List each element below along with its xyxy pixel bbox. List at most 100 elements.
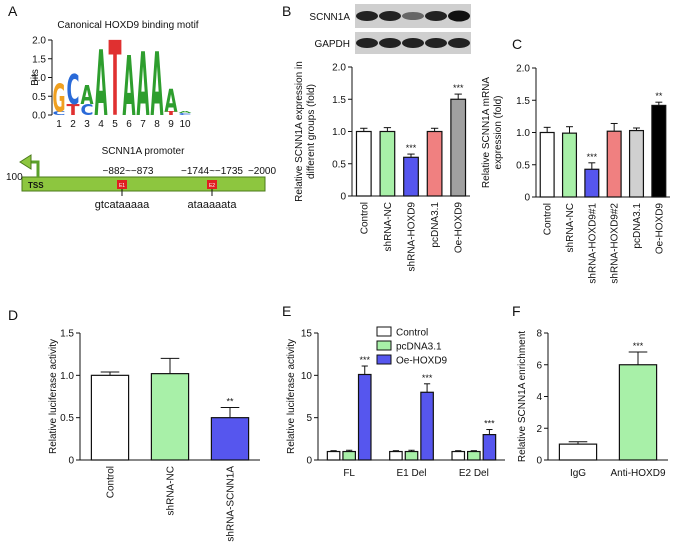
y-tick-label: 15 xyxy=(301,329,313,340)
y-tick-label: 1.5 xyxy=(332,95,346,106)
legend-label: pcDNA3.1 xyxy=(396,342,442,353)
x-tick-label: Control xyxy=(106,466,117,498)
y-tick-label: 0.0 xyxy=(32,111,46,122)
y-tick-label: 1.0 xyxy=(332,127,346,138)
bar xyxy=(403,156,419,197)
x-tick-label: 9 xyxy=(168,119,174,130)
y-tick-label: 0.5 xyxy=(332,159,346,170)
y-axis-label: expression (fold) xyxy=(493,96,504,170)
y-tick-label: 0 xyxy=(536,456,542,467)
y-axis-label: Relative luciferase activity xyxy=(48,339,59,454)
x-tick-label: shRNA-HOXD9 xyxy=(407,202,418,272)
logo-letter: A xyxy=(165,84,178,120)
y-axis-label: Bits xyxy=(30,69,41,86)
site-box-label: E1 xyxy=(119,183,125,189)
panel-label: C xyxy=(512,36,522,52)
x-tick-label: shRNA-NC xyxy=(565,203,576,252)
bar xyxy=(618,364,658,461)
bar xyxy=(357,373,372,461)
y-axis-label: Relative SCNN1A enrichment xyxy=(517,331,528,462)
significance: *** xyxy=(453,83,464,93)
bar xyxy=(389,450,403,461)
x-tick-label: shRNA-NC xyxy=(383,202,394,251)
logo-letter: A xyxy=(179,111,192,114)
promoter-bar xyxy=(21,176,266,192)
y-axis-label: Relative SCNN1A mRNA xyxy=(481,77,492,188)
site-range: −882~−873 xyxy=(103,166,154,177)
y-tick-label: 2 xyxy=(536,424,542,435)
logo-letter: C xyxy=(67,66,80,114)
bar xyxy=(558,443,598,461)
bar xyxy=(561,132,578,198)
blot-band xyxy=(448,38,470,48)
tss-arrow-head xyxy=(19,154,32,170)
y-tick-label: 2.0 xyxy=(332,63,346,74)
blot-band xyxy=(402,12,424,20)
x-tick-label: 1 xyxy=(56,119,62,130)
y-tick-label: 0 xyxy=(306,456,312,467)
x-tick-label: shRNA-SCNN1A xyxy=(226,466,237,542)
x-tick-label: E2 Del xyxy=(459,468,489,479)
legend-label: Control xyxy=(396,328,428,339)
bar xyxy=(355,130,372,197)
logo-letter: C xyxy=(179,113,192,116)
x-tick-label: E1 Del xyxy=(396,468,426,479)
bar xyxy=(482,434,497,461)
bar xyxy=(326,450,341,461)
bar xyxy=(404,450,419,461)
x-tick-label: 7 xyxy=(140,119,146,130)
y-tick-label: 4 xyxy=(536,392,542,403)
x-tick-label: Anti-HOXD9 xyxy=(610,468,665,479)
legend-label: Oe-HOXD9 xyxy=(396,356,448,367)
y-axis-label: Relative luciferase activity xyxy=(286,339,297,454)
logo-letter: A xyxy=(137,34,150,136)
x-tick-label: 8 xyxy=(154,119,160,130)
bar xyxy=(210,417,250,461)
y-tick-label: 1.0 xyxy=(60,371,74,382)
bar xyxy=(90,374,130,461)
site-range: −1744~−1735 xyxy=(181,166,243,177)
blot-band xyxy=(425,38,447,48)
x-tick-label: shRNA-HOXD9#1 xyxy=(587,203,598,284)
promoter-diagram: SCNN1A promoter 100 TSS −882~−873 −1744~… xyxy=(6,146,276,211)
bar xyxy=(467,450,481,461)
bar xyxy=(584,168,600,198)
site-box xyxy=(207,180,217,189)
promoter-start: 100 xyxy=(6,172,23,183)
logo-letter: A xyxy=(95,34,108,138)
bar xyxy=(606,130,622,198)
significance: *** xyxy=(406,143,417,153)
y-tick-label: 1.5 xyxy=(32,54,46,65)
significance: *** xyxy=(633,341,644,351)
significance: *** xyxy=(422,373,433,383)
y-tick-label: 1.0 xyxy=(32,73,46,84)
y-tick-label: 0 xyxy=(340,192,346,203)
x-tick-label: shRNA-NC xyxy=(166,466,177,515)
y-tick-label: 1.5 xyxy=(60,329,74,340)
logo-letter: T xyxy=(67,101,81,119)
x-tick-label: 4 xyxy=(98,119,104,130)
bar xyxy=(426,130,443,197)
x-tick-label: Oe-HOXD9 xyxy=(454,202,465,254)
y-tick-label: 0.5 xyxy=(516,160,530,171)
legend-swatch xyxy=(376,326,392,337)
blot-band xyxy=(356,11,378,21)
bar xyxy=(451,450,466,461)
y-tick-label: 6 xyxy=(536,360,542,371)
significance: *** xyxy=(359,355,370,365)
blot-band xyxy=(402,38,424,48)
site-box-label: E2 xyxy=(209,183,215,189)
x-tick-label: 6 xyxy=(126,119,132,130)
blot-band xyxy=(448,10,470,22)
x-tick-label: FL xyxy=(343,468,355,479)
blot-band xyxy=(356,38,378,48)
y-tick-label: 5 xyxy=(306,413,312,424)
legend-swatch xyxy=(376,354,392,365)
promoter-title: SCNN1A promoter xyxy=(102,146,185,157)
panel-label: E xyxy=(282,303,291,319)
y-tick-label: 1.0 xyxy=(516,128,530,139)
y-axis-label: different groups (fold) xyxy=(306,84,317,179)
logo-letter: A xyxy=(151,34,164,136)
logo-letter: C xyxy=(81,101,94,119)
y-axis-label: Relative SCNN1A expression in xyxy=(294,61,305,202)
